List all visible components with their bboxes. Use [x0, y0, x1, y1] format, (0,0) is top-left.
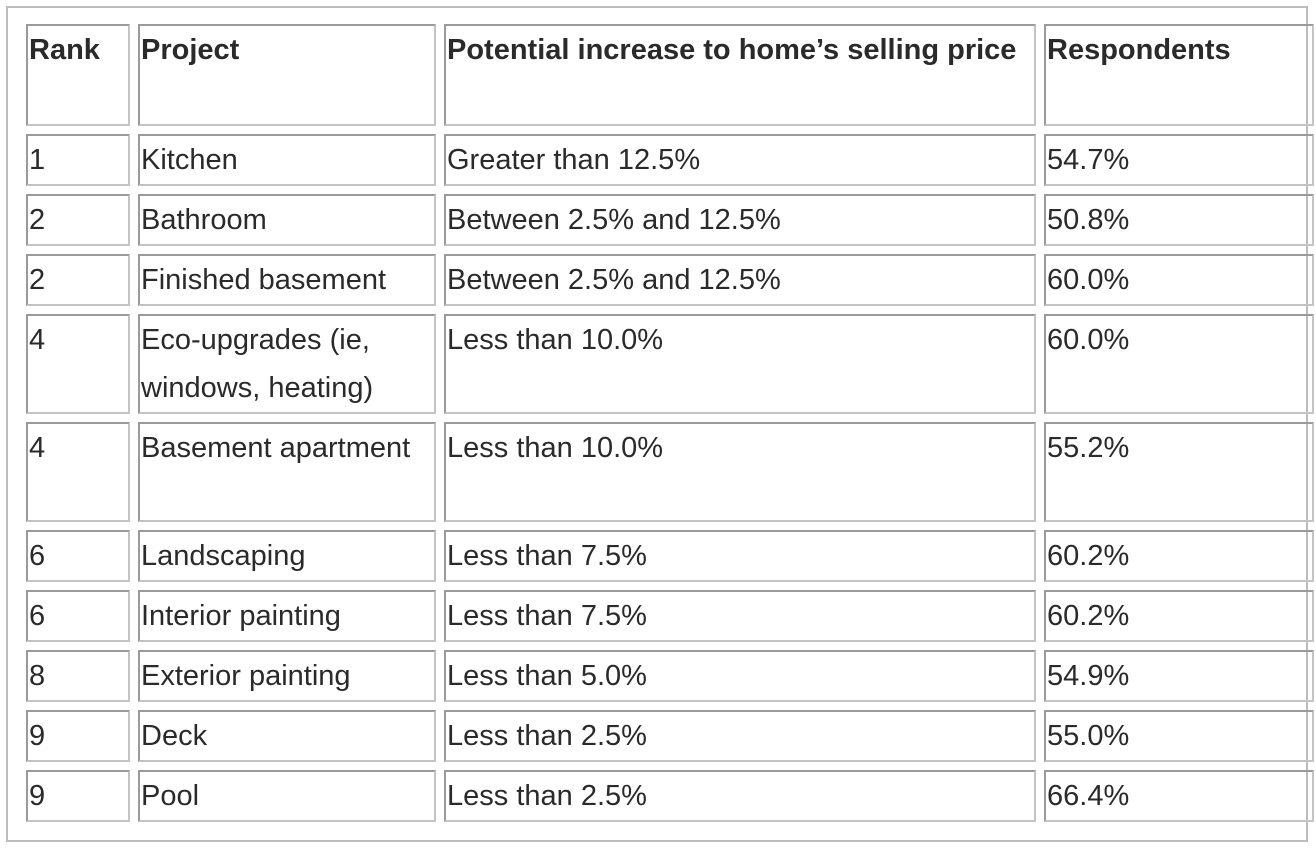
- cell-project: Bathroom: [138, 194, 436, 246]
- cell-respondents: 50.8%: [1044, 194, 1314, 246]
- cell-rank: 1: [26, 134, 130, 186]
- table-row: 9 Deck Less than 2.5% 55.0%: [26, 710, 1314, 762]
- cell-project: Exterior painting: [138, 650, 436, 702]
- cell-increase: Less than 10.0%: [444, 314, 1036, 414]
- cell-rank: 6: [26, 530, 130, 582]
- table-row: 1 Kitchen Greater than 12.5% 54.7%: [26, 134, 1314, 186]
- cell-respondents: 60.2%: [1044, 530, 1314, 582]
- table-frame: Rank Project Potential increase to home’…: [6, 6, 1314, 842]
- cell-project: Deck: [138, 710, 436, 762]
- cell-respondents: 55.0%: [1044, 710, 1314, 762]
- cell-rank: 2: [26, 254, 130, 306]
- cell-respondents: 60.2%: [1044, 590, 1314, 642]
- cell-rank: 4: [26, 314, 130, 414]
- table-row: 2 Bathroom Between 2.5% and 12.5% 50.8%: [26, 194, 1314, 246]
- header-rank: Rank: [26, 24, 130, 126]
- cell-project: Kitchen: [138, 134, 436, 186]
- cell-respondents: 55.2%: [1044, 422, 1314, 522]
- cell-project: Basement apartment: [138, 422, 436, 522]
- cell-increase: Between 2.5% and 12.5%: [444, 194, 1036, 246]
- cell-respondents: 60.0%: [1044, 314, 1314, 414]
- table-row: 8 Exterior painting Less than 5.0% 54.9%: [26, 650, 1314, 702]
- cell-respondents: 54.7%: [1044, 134, 1314, 186]
- table-header-row: Rank Project Potential increase to home’…: [26, 24, 1314, 126]
- cell-increase: Less than 10.0%: [444, 422, 1036, 522]
- cell-increase: Between 2.5% and 12.5%: [444, 254, 1036, 306]
- cell-increase: Less than 7.5%: [444, 530, 1036, 582]
- cell-project: Pool: [138, 770, 436, 822]
- cell-respondents: 54.9%: [1044, 650, 1314, 702]
- table-row: 6 Interior painting Less than 7.5% 60.2%: [26, 590, 1314, 642]
- cell-project: Interior painting: [138, 590, 436, 642]
- table-row: 4 Basement apartment Less than 10.0% 55.…: [26, 422, 1314, 522]
- cell-project: Finished basement: [138, 254, 436, 306]
- renovation-roi-table: Rank Project Potential increase to home’…: [18, 16, 1316, 830]
- cell-project: Eco-upgrades (ie, windows, heating): [138, 314, 436, 414]
- cell-rank: 9: [26, 770, 130, 822]
- cell-project: Landscaping: [138, 530, 436, 582]
- table-row: 2 Finished basement Between 2.5% and 12.…: [26, 254, 1314, 306]
- header-project: Project: [138, 24, 436, 126]
- cell-rank: 4: [26, 422, 130, 522]
- table-row: 4 Eco-upgrades (ie, windows, heating) Le…: [26, 314, 1314, 414]
- table-row: 9 Pool Less than 2.5% 66.4%: [26, 770, 1314, 822]
- cell-increase: Less than 2.5%: [444, 710, 1036, 762]
- header-increase: Potential increase to home’s selling pri…: [444, 24, 1036, 126]
- cell-increase: Less than 7.5%: [444, 590, 1036, 642]
- cell-respondents: 60.0%: [1044, 254, 1314, 306]
- cell-increase: Less than 2.5%: [444, 770, 1036, 822]
- cell-increase: Greater than 12.5%: [444, 134, 1036, 186]
- header-respondents: Respondents: [1044, 24, 1314, 126]
- cell-rank: 2: [26, 194, 130, 246]
- cell-rank: 9: [26, 710, 130, 762]
- table-row: 6 Landscaping Less than 7.5% 60.2%: [26, 530, 1314, 582]
- cell-rank: 8: [26, 650, 130, 702]
- cell-respondents: 66.4%: [1044, 770, 1314, 822]
- cell-rank: 6: [26, 590, 130, 642]
- cell-increase: Less than 5.0%: [444, 650, 1036, 702]
